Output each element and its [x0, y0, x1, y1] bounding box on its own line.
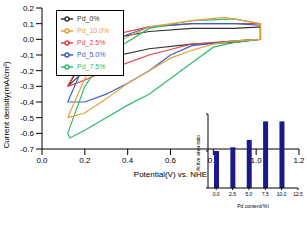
svg-text:1.0: 1.0	[251, 156, 263, 165]
svg-text:12.5: 12.5	[293, 191, 299, 197]
svg-text:10.0: 10.0	[277, 191, 287, 197]
html-text:Pd_10.0%: Pd_10.0%	[77, 26, 110, 34]
svg-text:0.0: 0.0	[36, 156, 48, 165]
svg-text:0.6: 0.6	[165, 156, 177, 165]
html-text:Pd_5.0%: Pd_5.0%	[77, 50, 106, 58]
svg-text:Active area ratio: Active area ratio	[196, 135, 201, 171]
svg-text:7.5: 7.5	[262, 191, 269, 197]
svg-text:-0.5: -0.5	[20, 114, 34, 123]
html-text:Pd_0%: Pd_0%	[77, 14, 100, 22]
svg-text:Current density(mA/cm²): Current density(mA/cm²)	[8, 61, 11, 148]
html-text:Pd_7.5%: Pd_7.5%	[77, 62, 106, 70]
svg-text:-0.7: -0.7	[20, 145, 34, 154]
svg-text:0.4: 0.4	[122, 156, 134, 165]
svg-text:0.0: 0.0	[23, 35, 35, 44]
svg-text:-0.2: -0.2	[20, 67, 34, 76]
svg-text:-0.1: -0.1	[20, 51, 34, 60]
svg-text:0.2: 0.2	[23, 4, 35, 13]
svg-text:2.5: 2.5	[229, 191, 236, 197]
html-text:Pd_2.5%: Pd_2.5%	[77, 38, 106, 46]
svg-text:1.2: 1.2	[293, 156, 299, 165]
svg-text:Potential(V) vs. NHE: Potential(V) vs. NHE	[133, 170, 208, 179]
svg-text:5.0: 5.0	[245, 191, 252, 197]
svg-text:-0.4: -0.4	[20, 98, 34, 107]
svg-text:0.0: 0.0	[213, 191, 220, 197]
svg-text:0.8: 0.8	[207, 155, 219, 165]
svg-text:0.1: 0.1	[23, 20, 35, 29]
svg-text:-0.6: -0.6	[20, 129, 34, 138]
svg-text:0.2: 0.2	[79, 156, 91, 165]
svg-text:Pd content(%): Pd content(%)	[237, 203, 269, 208]
svg-text:-0.3: -0.3	[20, 82, 34, 91]
